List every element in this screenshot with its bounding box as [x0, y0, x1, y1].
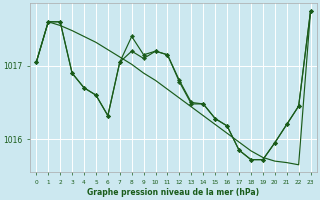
X-axis label: Graphe pression niveau de la mer (hPa): Graphe pression niveau de la mer (hPa)	[87, 188, 260, 197]
